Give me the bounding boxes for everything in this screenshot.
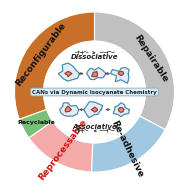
Wedge shape	[19, 109, 53, 138]
Polygon shape	[65, 106, 71, 112]
Polygon shape	[91, 107, 98, 112]
Text: Associative: Associative	[72, 124, 117, 130]
Wedge shape	[15, 12, 94, 119]
Polygon shape	[113, 103, 129, 116]
Text: Reprocessable: Reprocessable	[37, 117, 89, 182]
Polygon shape	[87, 68, 106, 80]
Circle shape	[44, 41, 145, 143]
Polygon shape	[119, 108, 124, 112]
Text: Reconfigurable: Reconfigurable	[14, 21, 68, 88]
Text: Repairable: Repairable	[132, 33, 169, 84]
Polygon shape	[65, 71, 72, 77]
Polygon shape	[60, 103, 79, 116]
Polygon shape	[92, 72, 97, 77]
Polygon shape	[59, 63, 80, 81]
Wedge shape	[94, 12, 174, 130]
Wedge shape	[29, 121, 93, 172]
Text: Recyclable: Recyclable	[18, 120, 55, 125]
Wedge shape	[92, 116, 165, 172]
Text: Re-adhesive: Re-adhesive	[109, 119, 145, 179]
Text: Dissociative: Dissociative	[71, 54, 118, 60]
Polygon shape	[118, 71, 124, 75]
Polygon shape	[111, 67, 129, 83]
Polygon shape	[84, 102, 103, 117]
Text: CANs via Dynamic Isocyanate Chemistry: CANs via Dynamic Isocyanate Chemistry	[32, 90, 157, 94]
